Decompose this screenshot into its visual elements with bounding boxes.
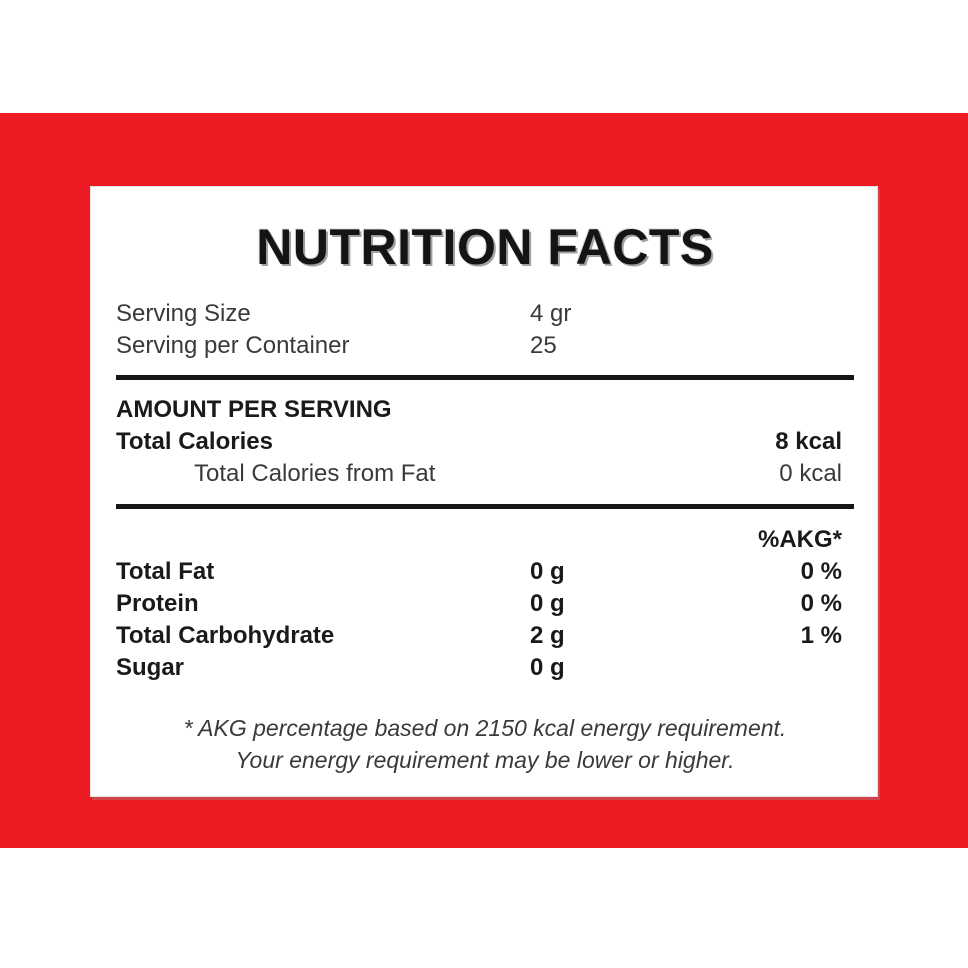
total-calories-value: 8 kcal (775, 428, 842, 455)
sugar-akg (680, 652, 842, 684)
nutrition-facts-title: NUTRITION FACTS (256, 219, 714, 275)
footnote-line-2: Your energy requirement may be lower or … (235, 747, 735, 773)
serving-per-container-label: Serving per Container (116, 332, 350, 359)
footnote-line-1: * AKG percentage based on 2150 kcal ener… (183, 715, 787, 741)
divider-rule-middle (116, 504, 854, 509)
protein-row: Protein 0 g 0 % (116, 588, 854, 620)
sugar-amount: 0 g (530, 654, 565, 681)
total-carbohydrate-akg: 1 % (800, 622, 842, 649)
akg-header: %AKG* (757, 526, 842, 553)
serving-per-container-value: 25 (530, 332, 557, 359)
sugar-label: Sugar (116, 654, 185, 681)
total-carbohydrate-row: Total Carbohydrate 2 g 1 % (116, 620, 854, 652)
serving-size-value: 4 gr (530, 300, 572, 327)
serving-size-label: Serving Size (116, 300, 251, 327)
protein-akg: 0 % (800, 590, 842, 617)
akg-header-row: %AKG* (116, 524, 854, 556)
akg-footnote: * AKG percentage based on 2150 kcal ener… (116, 712, 854, 776)
calories-from-fat-row: Total Calories from Fat 0 kcal (116, 458, 854, 490)
calories-from-fat-label: Total Calories from Fat (194, 460, 436, 487)
card-content: NUTRITION FACTS Serving Size 4 gr Servin… (116, 219, 854, 776)
divider-rule-top (116, 375, 854, 380)
total-calories-row: Total Calories 8 kcal (116, 426, 854, 458)
protein-amount: 0 g (530, 590, 565, 617)
total-fat-amount: 0 g (530, 558, 565, 585)
calories-from-fat-value: 0 kcal (779, 460, 842, 487)
total-carbohydrate-label: Total Carbohydrate (116, 622, 335, 649)
serving-info-section: Serving Size 4 gr Serving per Container … (116, 298, 854, 362)
total-fat-label: Total Fat (116, 558, 215, 585)
serving-per-container-row: Serving per Container 25 (116, 330, 854, 362)
nutrition-facts-card: NUTRITION FACTS Serving Size 4 gr Servin… (90, 186, 878, 797)
total-fat-row: Total Fat 0 g 0 % (116, 556, 854, 588)
protein-label: Protein (116, 590, 199, 617)
sugar-row: Sugar 0 g (116, 652, 854, 684)
total-calories-label: Total Calories (116, 428, 273, 455)
amount-per-serving-header: AMOUNT PER SERVING (116, 396, 392, 423)
total-carbohydrate-amount: 2 g (530, 622, 565, 649)
total-fat-akg: 0 % (800, 558, 842, 585)
amount-per-serving-header-row: AMOUNT PER SERVING (116, 394, 854, 426)
serving-size-row: Serving Size 4 gr (116, 298, 854, 330)
